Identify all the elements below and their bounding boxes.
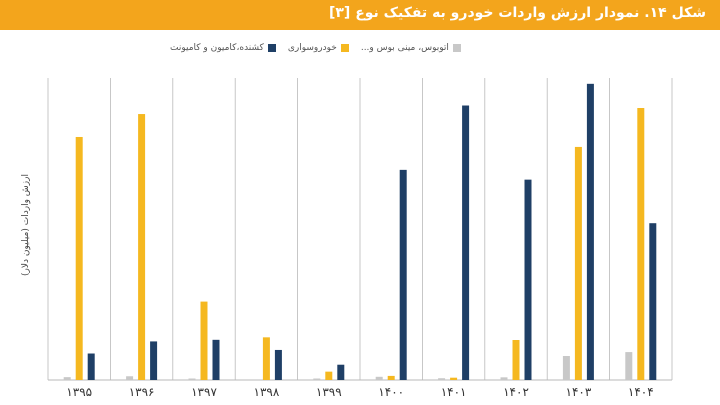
x-tick-label: ۱۴۰۱ [441, 385, 467, 399]
legend-label-bus: اتوبوس، مینی بوس و... [360, 43, 449, 53]
x-tick-label: ۱۳۹۶ [129, 385, 155, 399]
bar-car [138, 114, 146, 381]
bar-bus [562, 356, 570, 380]
x-tick-label: ۱۴۰۳ [566, 385, 592, 399]
bar-bus [375, 376, 383, 380]
bar-truck [337, 364, 345, 380]
legend-swatch-car [340, 44, 349, 52]
x-tick-label: ۱۳۹۵ [66, 385, 92, 399]
bar-bus [500, 377, 508, 380]
x-tick-label: ۱۳۹۸ [254, 385, 280, 399]
bar-truck [649, 223, 657, 380]
x-tick-label: ۱۳۹۹ [316, 385, 342, 399]
bar-truck [150, 341, 158, 380]
bar-bus [63, 377, 71, 380]
bar-truck [274, 349, 282, 380]
bar-car [637, 108, 645, 380]
bar-car [387, 375, 395, 380]
bar-bus [438, 378, 446, 380]
legend-label-car: خودروسواری [287, 43, 337, 53]
x-tick-label: ۱۴۰۴ [628, 385, 654, 399]
bar-bus [188, 378, 196, 380]
bar-car [450, 377, 458, 380]
legend-item-car: خودروسواری [288, 43, 349, 53]
chart-title: شکل ۱۴. نمودار ارزش واردات خودرو به تفکی… [328, 5, 706, 21]
bar-bus [625, 352, 633, 380]
legend-item-truck: کشنده،کامیون و کامیونت [170, 43, 276, 53]
bar-car [75, 136, 83, 380]
legend-label-truck: کشنده،کامیون و کامیونت [170, 43, 264, 53]
legend-item-bus: اتوبوس، مینی بوس و... [361, 43, 461, 53]
bar-truck [462, 105, 470, 380]
bar-truck [399, 169, 407, 380]
title-bar: شکل ۱۴. نمودار ارزش واردات خودرو به تفکی… [0, 0, 720, 30]
bar-car [574, 146, 582, 380]
bar-car [262, 337, 270, 380]
bar-car [325, 371, 333, 380]
x-tick-label: ۱۴۰۰ [378, 385, 404, 399]
bar-bus [313, 378, 321, 380]
legend-swatch-bus [452, 44, 461, 52]
x-tick-label: ۱۳۹۷ [191, 385, 217, 399]
legend: کشنده،کامیون و کامیونت خودروسواری اتوبوس… [170, 40, 550, 56]
legend-swatch-truck [267, 44, 276, 52]
x-tick-label: ۱۴۰۲ [503, 385, 529, 399]
bar-truck [87, 353, 95, 380]
bar-bus [126, 376, 134, 380]
bar-truck [212, 339, 220, 380]
bar-truck [524, 179, 532, 380]
bar-truck [586, 83, 594, 381]
bar-car [200, 301, 208, 380]
bar-car [512, 340, 520, 380]
